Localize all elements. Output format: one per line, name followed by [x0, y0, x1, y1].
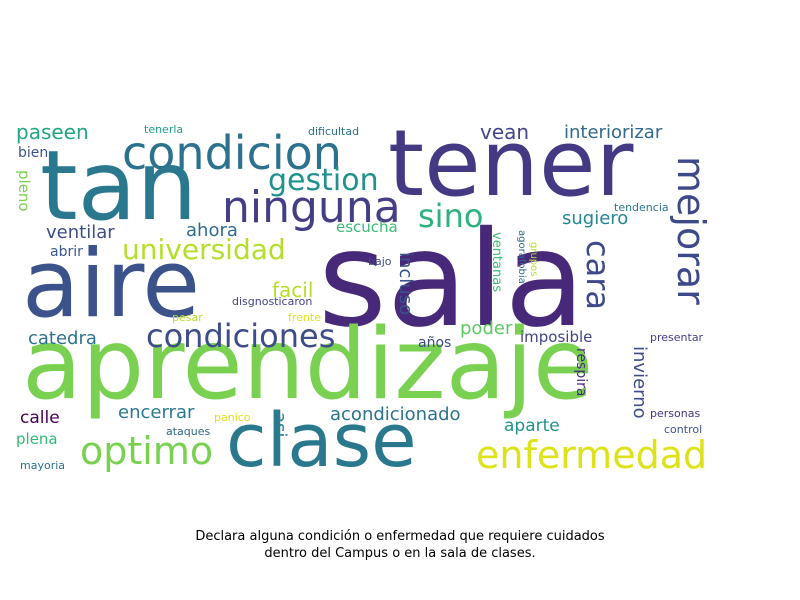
word-aire: aire [22, 230, 201, 339]
word-gestion: gestion [268, 163, 379, 198]
word-pleno: pleno [15, 170, 33, 212]
caption-line-1: Declara alguna condición o enfermedad qu… [195, 529, 605, 544]
word-respira: respira [573, 348, 589, 397]
word-incluso: incluso [395, 252, 416, 316]
word-disgnosticaron: disgnosticaron [232, 295, 313, 308]
word-personas: personas [650, 407, 701, 420]
word-acondicionado: acondicionado [330, 404, 461, 425]
word-interiorizar: interiorizar [564, 122, 663, 143]
word-ventanas: ventanas [489, 232, 504, 292]
word-vean: vean [480, 120, 530, 144]
word-aprendizaje: aprendizaje [22, 308, 594, 422]
word-imposible: imposible [520, 328, 593, 346]
word-cloud: sala aprendizaje tener tan aire clase co… [15, 110, 713, 484]
word-condicion: condicion [122, 126, 342, 180]
word-tan: tan [40, 130, 198, 242]
word-optimo: optimo [80, 429, 214, 473]
word-mayoria: mayoria [20, 459, 66, 472]
word-calle: calle [20, 408, 60, 428]
word-ataques: ataques [166, 425, 211, 438]
word-escucha: escucha [336, 218, 398, 236]
figure-caption: Declara alguna condición o enfermedad qu… [100, 528, 700, 562]
word-presentar: presentar [650, 331, 704, 344]
word-anos: años [418, 335, 452, 351]
word-tenerla: tenerla [144, 123, 184, 136]
word-sala: sala [318, 203, 586, 357]
word-mejorar: mejorar [669, 156, 713, 305]
word-plena: plena [16, 430, 58, 448]
word-ninguna: ninguna [222, 182, 401, 233]
word-condiciones: condiciones [146, 317, 336, 355]
word-ahora: ahora [186, 220, 238, 241]
word-grupos: grupos [528, 242, 539, 277]
word-cara: cara [579, 240, 617, 310]
word-agorafobia: agorafobia [516, 230, 527, 284]
word-invierno: invierno [629, 346, 650, 419]
word-bajo: bajo [368, 255, 392, 268]
word-universidad: universidad [122, 233, 286, 266]
word-dificultad: dificultad [308, 125, 360, 138]
word-poder: poder [460, 318, 513, 339]
caption-line-2: dentro del Campus o en la sala de clases… [264, 546, 536, 561]
word-pesar: pesar [172, 311, 203, 324]
word-sino: sino [418, 197, 484, 235]
word-catedra: catedra [28, 328, 97, 349]
word-tendencia: tendencia [614, 201, 669, 214]
word-facil: facil [272, 278, 314, 302]
word-encerrar: encerrar [118, 402, 195, 423]
word-ventilar: ventilar [46, 222, 115, 243]
word-control: control [664, 423, 703, 436]
word-clase: clase [226, 398, 417, 484]
word-frente: frente [288, 311, 321, 324]
word-asi: asi [269, 412, 290, 438]
word-sugiero: sugiero [562, 208, 629, 229]
word-abrir: abrir [50, 244, 83, 260]
word-panico: panico [214, 411, 251, 424]
word-enfermedad: enfermedad [476, 433, 708, 477]
word-aparte: aparte [504, 416, 560, 436]
word-bien: bien [18, 145, 49, 161]
word-tener: tener [388, 110, 634, 217]
word-paseen: paseen [16, 120, 89, 144]
